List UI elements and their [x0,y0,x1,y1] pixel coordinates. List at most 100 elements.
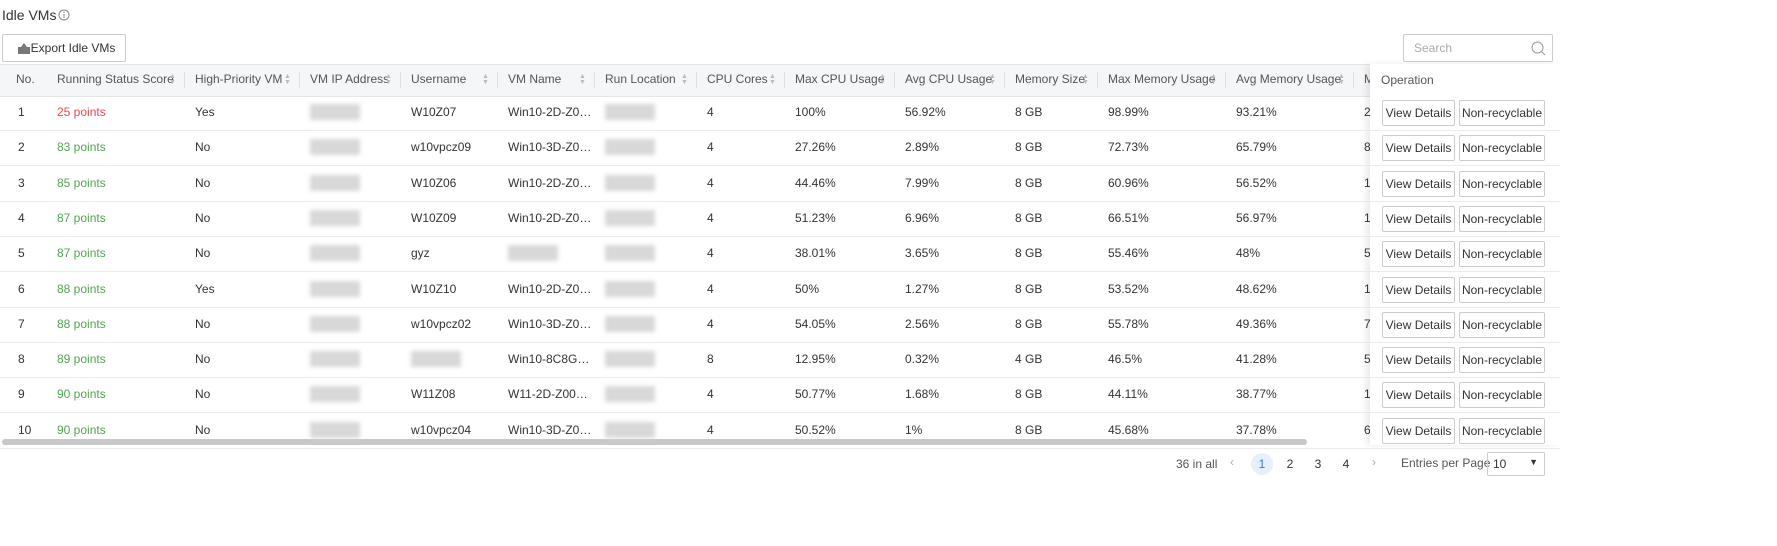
sort-icon[interactable]: ▲ ▼ [1338,73,1345,86]
table-cell: No [195,387,211,402]
per-page-select[interactable]: 10 ▼ [1487,452,1545,476]
info-icon[interactable] [58,9,70,21]
row-divider [0,200,1560,202]
operation-button[interactable]: View Details [1382,347,1455,374]
operation-button[interactable]: Non-recyclable [1459,311,1545,338]
column-header: High-Priority VM [195,72,283,86]
table-cell: 8 GB [1015,105,1043,119]
operation-button[interactable]: View Details [1382,205,1455,232]
table-cell: w10vpcz09 [411,140,472,155]
operation-button[interactable]: Non-recyclable [1459,170,1545,197]
column-divider [894,72,895,88]
table-cell: 60.96% [1108,175,1149,190]
sort-icon[interactable]: ▲ ▼ [879,73,886,86]
sort-icon[interactable]: ▲ ▼ [681,73,688,86]
page-number[interactable]: 1 [1251,453,1273,475]
operation-button[interactable]: Non-recyclable [1459,417,1545,444]
table-cell: 50.52% [795,422,836,437]
operation-button[interactable]: View Details [1382,241,1455,268]
page-number[interactable]: 3 [1314,457,1322,471]
operation-button[interactable]: Non-recyclable [1459,205,1545,232]
table-cell: 4 [707,140,714,155]
blurred-cell [605,174,655,191]
table-cell: 44.46% [795,175,836,190]
next-page[interactable]: › [1372,455,1376,469]
blurred-cell [605,245,655,262]
sort-icon[interactable]: ▲ ▼ [989,73,996,86]
operation-button[interactable]: Non-recyclable [1459,100,1545,126]
table-cell: 1 [1364,281,1370,296]
operation-button[interactable]: Non-recyclable [1459,241,1545,268]
operation-button[interactable]: View Details [1382,170,1455,197]
table-cell: 8 GB [1015,281,1043,296]
table-cell: 55.46% [1108,246,1149,261]
table-cell: 4 [707,246,714,261]
operation-button[interactable]: View Details [1382,382,1455,409]
operation-button[interactable]: Non-recyclable [1459,276,1545,303]
sort-icon[interactable]: ▲ ▼ [579,73,586,86]
table-cell: 93.21% [1236,105,1277,119]
table-cell: 12.95% [795,352,836,367]
export-button[interactable]: Export Idle VMs [2,34,126,62]
operation-button[interactable]: View Details [1382,417,1455,444]
operation-button[interactable]: View Details [1382,276,1455,303]
row-divider [0,271,1560,273]
column-divider [1004,72,1005,88]
search-box[interactable]: Search [1403,34,1553,62]
prev-page[interactable]: ‹ [1230,455,1234,469]
table-cell: 8 GB [1015,175,1043,190]
page-number[interactable]: 2 [1286,457,1294,471]
page-number[interactable]: 4 [1342,457,1350,471]
sort-icon[interactable]: ▲ ▼ [1210,73,1217,86]
row-divider [0,341,1560,343]
table-cell: 65.79% [1236,140,1277,155]
sort-icon[interactable]: ▲ ▼ [385,73,392,86]
table-cell: 88 points [57,316,106,331]
table-cell: 8 [18,352,25,367]
table-cell: 5 [1364,246,1370,261]
blurred-cell [310,104,360,120]
blurred-cell [310,315,360,332]
column-header: Run Location [605,72,676,86]
table-cell: 8 [1364,140,1370,155]
operation-button[interactable]: View Details [1382,135,1455,162]
sort-icon[interactable]: ▲ ▼ [169,73,176,86]
table-cell: 1% [905,422,923,437]
blurred-cell [605,315,655,332]
table-cell: 7 [18,316,25,331]
column-divider [497,72,498,88]
table-cell: 8 GB [1015,422,1043,437]
table-cell: 6.96% [905,210,940,225]
table-cell: 55.78% [1108,316,1149,331]
column-divider [400,72,401,88]
table-cell: No [195,140,211,155]
operation-button[interactable]: View Details [1382,311,1455,338]
table-cell: No [195,246,211,261]
sort-icon[interactable]: ▲ ▼ [1082,73,1089,86]
operation-header: Operation [1381,73,1434,87]
table-cell: 5 [18,246,25,261]
column-header: Avg Memory Usage [1236,72,1342,86]
blurred-cell [605,421,655,438]
table-cell: 1 [1364,210,1370,225]
table-cell: Win10-8C8G… [508,352,590,367]
blurred-cell [310,174,360,191]
scrollbar[interactable] [2,439,1307,445]
table-cell: 2 [18,140,25,155]
page-title: Idle VMs [2,7,57,23]
operation-button[interactable]: View Details [1382,100,1455,126]
operation-button[interactable]: Non-recyclable [1459,382,1545,409]
sort-icon[interactable]: ▲ ▼ [284,73,291,86]
sort-icon[interactable]: ▲ ▼ [482,73,489,86]
operation-button[interactable]: Non-recyclable [1459,135,1545,162]
table-cell: 7 [1364,316,1370,331]
blurred-cell [605,351,655,368]
table-cell: 8 GB [1015,210,1043,225]
table-cell: 25 points [57,105,106,119]
table-cell: 2 [1364,105,1370,119]
sort-icon[interactable]: ▲ ▼ [769,73,776,86]
table-cell: 53.52% [1108,281,1149,296]
column-divider [696,72,697,88]
row-divider [0,235,1560,237]
operation-button[interactable]: Non-recyclable [1459,347,1545,374]
